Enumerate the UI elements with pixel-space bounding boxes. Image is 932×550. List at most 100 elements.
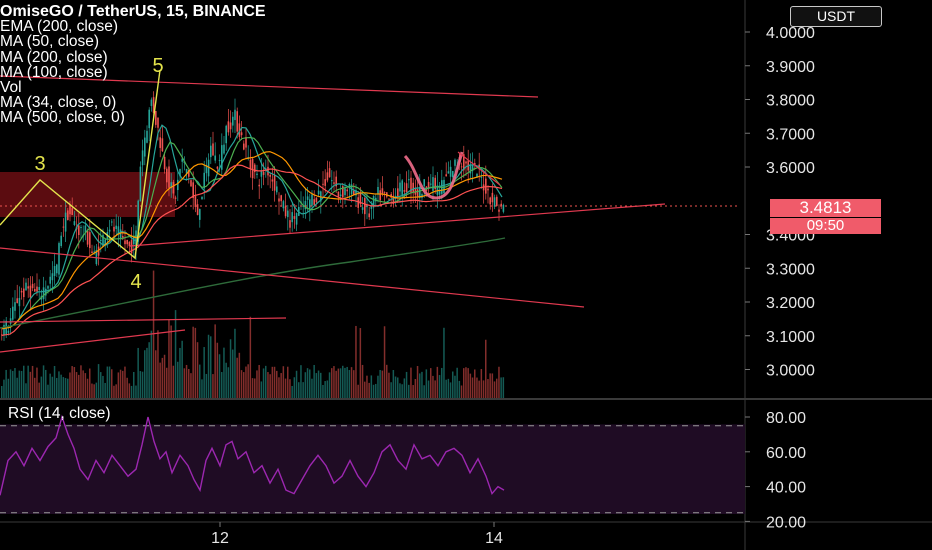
volume-bar <box>320 372 322 398</box>
candle-body <box>430 183 432 185</box>
volume-bar <box>12 370 14 398</box>
volume-bar <box>196 342 199 398</box>
volume-bar <box>64 377 67 398</box>
volume-bar <box>49 373 51 398</box>
volume-bar <box>412 385 414 398</box>
volume-bar <box>91 383 93 398</box>
volume-bar <box>357 384 359 398</box>
candle-body <box>174 197 177 199</box>
volume-bar <box>172 365 175 398</box>
volume-bar <box>370 375 373 398</box>
cup-pattern <box>403 151 464 200</box>
candle-body <box>212 143 214 156</box>
candle-body <box>51 273 54 281</box>
volume-bar <box>445 379 447 398</box>
volume-bar <box>414 378 417 398</box>
volume-bar <box>306 368 309 398</box>
volume-bar <box>179 347 181 398</box>
candle-body <box>177 179 179 191</box>
candle-body <box>227 121 230 133</box>
volume-bar <box>7 378 10 398</box>
candle-body <box>196 204 199 215</box>
candle-body <box>170 182 172 189</box>
quote-currency-button[interactable]: USDT <box>790 6 882 27</box>
volume-bar <box>234 328 236 398</box>
candle-body <box>427 181 430 189</box>
volume-bar <box>14 368 16 398</box>
volume-bar <box>225 362 227 398</box>
volume-bar <box>82 370 84 398</box>
indicator-ma100[interactable]: MA (100, close) <box>0 63 108 81</box>
candle-body <box>452 171 454 178</box>
volume-bar <box>302 382 304 398</box>
volume-bar <box>449 382 452 398</box>
indicator-ma500[interactable]: MA (500, close, 0) <box>0 109 125 127</box>
candle-body <box>1 334 3 336</box>
candle-body <box>337 191 340 197</box>
indicator-vol[interactable]: Vol <box>0 79 22 97</box>
volume-bar <box>348 370 351 398</box>
volume-bar <box>447 378 450 398</box>
candle-body <box>16 298 18 304</box>
candle-body <box>128 241 131 247</box>
indicator-ma50[interactable]: MA (50, close) <box>0 33 100 51</box>
candle-body <box>419 186 421 198</box>
volume-bar <box>498 366 500 398</box>
candle-body <box>287 210 289 218</box>
volume-bar <box>410 367 412 398</box>
volume-bar <box>34 377 36 398</box>
volume-bar <box>441 367 443 398</box>
candle-body <box>194 196 197 207</box>
volume-bar <box>405 371 408 398</box>
candle-body <box>342 186 344 198</box>
volume-bar <box>25 383 27 398</box>
rsi-label[interactable]: RSI (14, close) <box>8 405 111 422</box>
candle-body <box>423 179 425 187</box>
candle-body <box>124 240 126 245</box>
candle-body <box>410 177 412 193</box>
candle-body <box>309 199 311 209</box>
candle-body <box>119 229 122 239</box>
volume-bar <box>421 371 423 398</box>
indicator-ma200[interactable]: MA (200, close) <box>0 48 108 66</box>
candle-body <box>42 287 45 300</box>
candle-body <box>144 137 146 157</box>
candle-body <box>383 192 386 194</box>
volume-bar <box>309 369 311 398</box>
volume-bar <box>324 381 326 398</box>
volume-bar <box>5 369 7 398</box>
indicator-ma34[interactable]: MA (34, close, 0) <box>0 94 117 112</box>
candle-body <box>91 251 93 254</box>
candle-body <box>245 137 247 148</box>
volume-bar <box>36 367 38 398</box>
candle-body <box>265 168 267 170</box>
volume-bar <box>229 339 232 398</box>
volume-bar <box>130 385 133 398</box>
volume-bar <box>75 372 78 398</box>
candle-body <box>289 220 291 228</box>
volume-bar <box>9 369 12 398</box>
volume-bar <box>232 349 234 398</box>
candle-body <box>163 156 166 170</box>
candle-body <box>225 125 227 144</box>
volume-bar <box>166 367 168 398</box>
volume-bar <box>243 372 245 398</box>
candle-body <box>3 324 5 335</box>
volume-bar <box>23 365 25 398</box>
volume-bar <box>190 373 192 398</box>
candle-body <box>434 177 436 189</box>
candle-body <box>172 181 175 194</box>
volume-bar <box>430 368 432 398</box>
candle-body <box>491 192 494 203</box>
price-tick-label: 3.3000 <box>766 261 815 278</box>
volume-bar <box>183 368 186 398</box>
volume-bar <box>185 364 188 398</box>
candle-body <box>359 192 362 205</box>
indicator-ema200[interactable]: EMA (200, close) <box>0 18 119 36</box>
candle-body <box>313 199 315 205</box>
candle-body <box>201 196 203 200</box>
volume-bar <box>97 364 100 398</box>
volume-bar <box>124 366 126 398</box>
candle-body <box>403 190 406 192</box>
